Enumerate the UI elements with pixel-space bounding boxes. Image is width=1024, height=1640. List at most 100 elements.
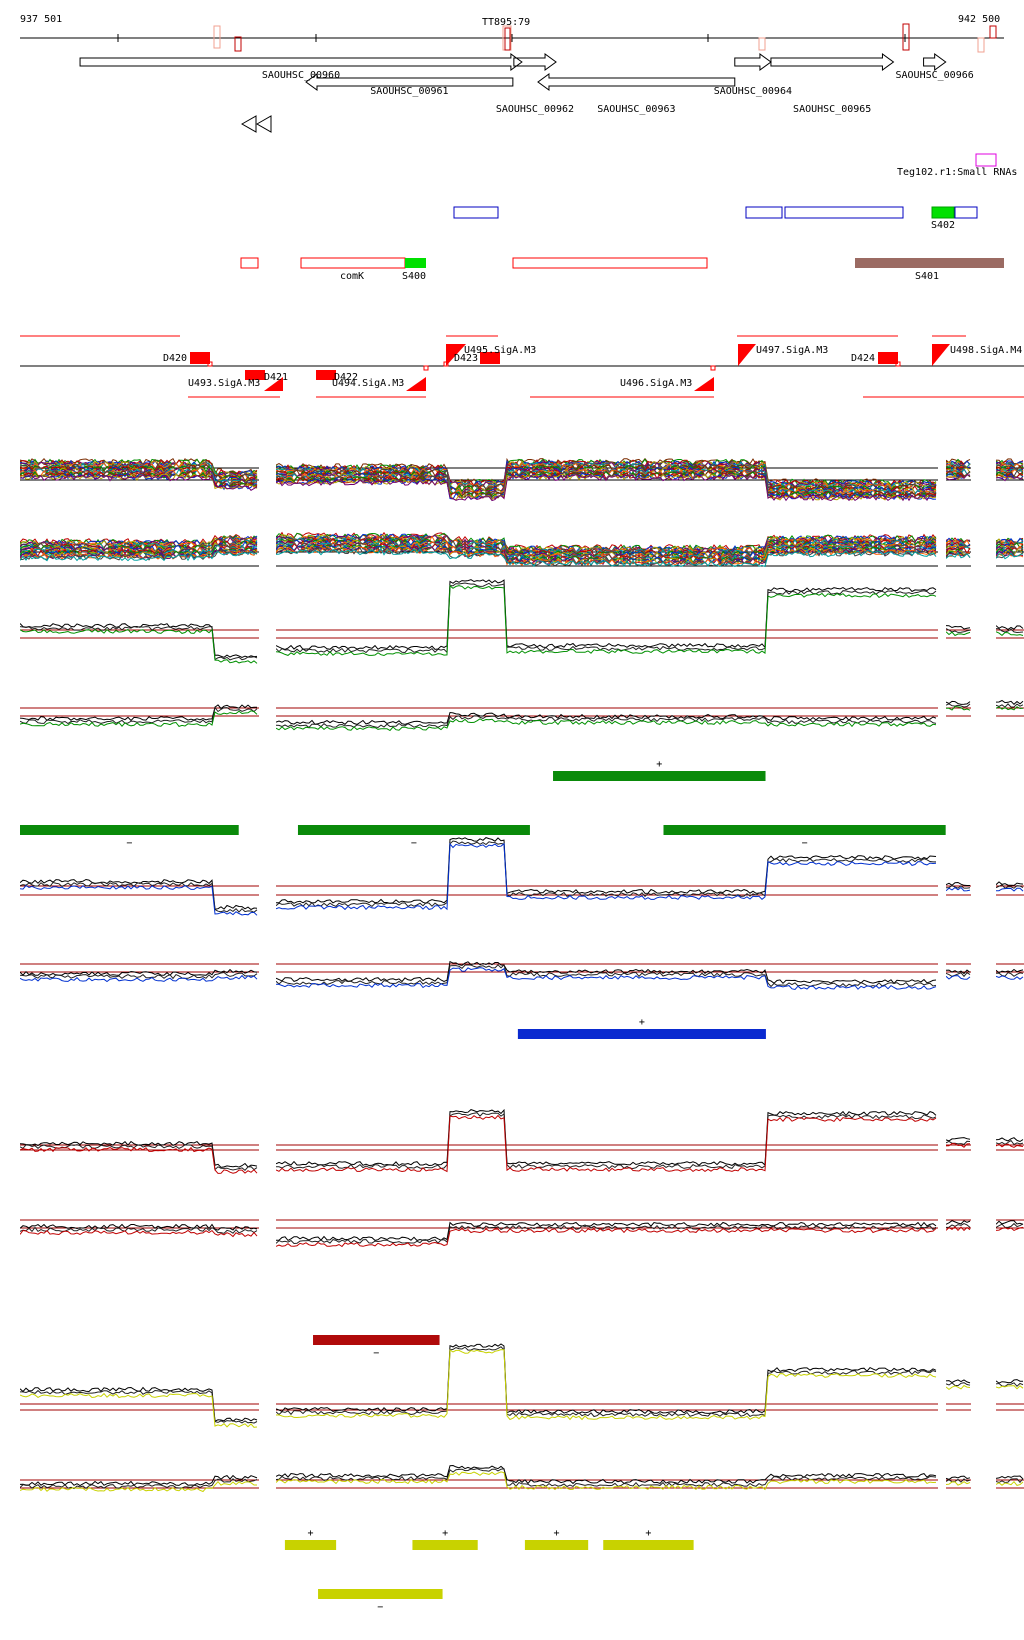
expression-curve (996, 1222, 1024, 1228)
expression-curve (20, 538, 258, 550)
expression-curve (996, 703, 1024, 708)
expression-curve (996, 552, 1024, 560)
expression-curve (996, 881, 1024, 886)
expression-curve (276, 579, 937, 651)
blue-feature-track: S402 (453, 206, 978, 231)
s402-label: S402 (931, 220, 955, 231)
expression-curve (996, 884, 1024, 889)
strand-label: + (656, 759, 662, 770)
expression-curve (996, 1137, 1024, 1143)
condition-bar (284, 1540, 337, 1550)
expression-curve (946, 881, 970, 886)
coord-start-label: 937 501 (20, 14, 62, 25)
expression-curve (946, 1478, 971, 1483)
strand-label: − (411, 838, 417, 849)
expression-curve (276, 1464, 937, 1485)
expression-curve (996, 1220, 1024, 1225)
expression-curve (276, 1343, 937, 1414)
expression-curve (946, 1220, 971, 1225)
condition-bar (412, 1540, 478, 1550)
gene-label: SAOUHSC_00961 (370, 86, 448, 97)
expression-curve (996, 1382, 1024, 1387)
expression-curve (276, 715, 937, 729)
expression-curve (996, 968, 1024, 974)
u494-label: U494.SigA.M3 (332, 378, 404, 389)
expression-curve (276, 532, 937, 553)
expression-curve (20, 628, 258, 664)
gene-arrow (770, 53, 895, 71)
expression-curve (20, 1229, 258, 1238)
gene-arrow (734, 53, 772, 71)
expression-curve (20, 1223, 258, 1231)
expression-curve (276, 842, 937, 911)
terminator-label: TT895:79 (482, 17, 530, 28)
expression-curve (946, 1481, 971, 1486)
small-rna-track: Teg102.r1:Small RNAs [ (897, 153, 1024, 178)
expression-curve (276, 462, 937, 491)
expression-curve (946, 969, 971, 975)
expression-curve (996, 1143, 1024, 1148)
expression-curve (20, 550, 258, 562)
expression-curve (946, 884, 971, 889)
expression-curve (996, 1379, 1023, 1384)
terminator-markers: TT895:79 (213, 17, 997, 53)
expression-curve (996, 1475, 1024, 1480)
expression-curve (20, 1474, 258, 1487)
expression-curve (276, 463, 937, 491)
d421-label: D421 (264, 372, 288, 383)
expression-curve (276, 1224, 937, 1245)
expression-curve (996, 1480, 1024, 1486)
expression-curve (20, 1226, 258, 1234)
gene-label: SAOUHSC_00962 (496, 104, 574, 115)
u498-label: U498.SigA.M4 (950, 345, 1022, 356)
strand-label: − (373, 1348, 379, 1359)
expression-curve (276, 582, 937, 654)
expression-curve (996, 1139, 1024, 1146)
condition-bar (524, 1540, 589, 1550)
expression-tracks (20, 457, 1024, 1493)
expression-curve (20, 1146, 258, 1174)
condition-bar (318, 1589, 443, 1599)
small-rna-label: Teg102.r1:Small RNAs [ (897, 167, 1024, 178)
expression-curve (276, 458, 937, 487)
expression-curve (20, 710, 258, 727)
expression-curve (276, 963, 937, 988)
s400-label: S400 (402, 271, 426, 282)
expression-curve (276, 1346, 937, 1418)
expression-curve (276, 840, 936, 908)
expression-curve (946, 1475, 971, 1480)
expression-curve (20, 1478, 258, 1490)
expression-curve (946, 1223, 971, 1228)
expression-curve (946, 1379, 971, 1384)
gene-arrow (513, 53, 557, 71)
condition-bar (297, 825, 530, 835)
expression-curve (946, 700, 971, 705)
gene-track: SAOUHSC_00960 SAOUHSC_00961 SAOUHSC_00962 S… (79, 53, 974, 115)
expression-curve (20, 974, 258, 983)
expression-curve (996, 625, 1024, 630)
expression-curve (946, 705, 971, 711)
d422-label: D422 (334, 372, 358, 383)
condition-bar (663, 825, 946, 835)
expression-curve (20, 971, 258, 980)
expression-curve (276, 967, 937, 991)
expression-curve (276, 547, 937, 568)
expression-curve (996, 699, 1024, 705)
gene-arrow (79, 53, 523, 71)
expression-curve (276, 460, 937, 489)
d420-label: D420 (163, 353, 187, 364)
expression-curve (276, 473, 937, 502)
expression-curve (276, 1468, 937, 1488)
u493-label: U493.SigA.M3 (188, 378, 260, 389)
expression-curve (946, 1382, 971, 1387)
expression-curve (276, 538, 937, 558)
expression-curve (276, 1349, 937, 1421)
u495-label: U495.SigA.M3 (464, 345, 536, 356)
expression-curve (20, 625, 258, 661)
expression-curve (946, 631, 971, 637)
strand-label: − (377, 1602, 383, 1613)
expression-curve (276, 1114, 937, 1173)
expression-curve (996, 1385, 1024, 1390)
gene-arrow (537, 73, 736, 91)
expression-curve (946, 1142, 971, 1148)
